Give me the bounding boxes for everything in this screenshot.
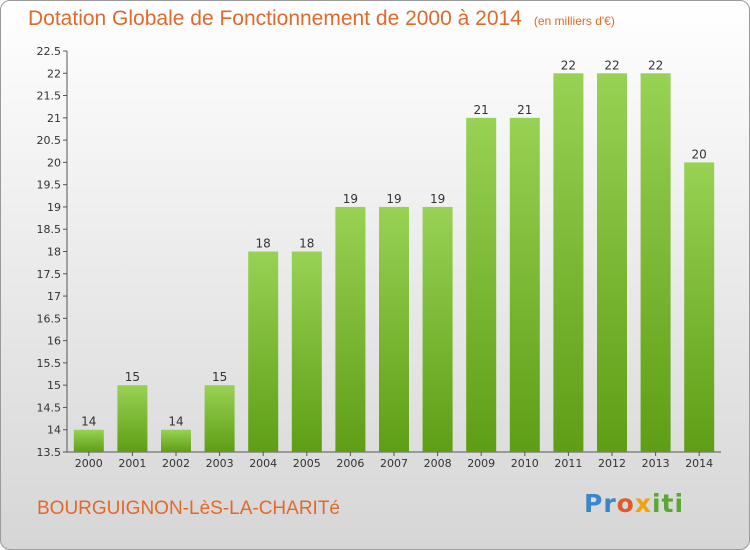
data-label: 21 xyxy=(474,103,489,117)
data-label: 20 xyxy=(692,147,707,161)
data-labels: 14 15 14 15 18 18 19 19 19 21 21 22 22 22 20 xyxy=(81,58,707,428)
x-tick-label: 2009 xyxy=(467,457,495,470)
x-tick-label: 2003 xyxy=(206,457,234,470)
y-axis: 13.5 14 14.5 15 15.5 16 16.5 17 17.5 18 18.5 19 19.5… xyxy=(37,45,68,459)
y-tick-label: 15 xyxy=(47,379,61,392)
data-label: 19 xyxy=(343,192,358,206)
y-tick-label: 22 xyxy=(47,67,61,80)
bar-2001 xyxy=(117,385,148,452)
x-tick-label: 2005 xyxy=(293,457,321,470)
data-label: 19 xyxy=(386,192,401,206)
y-tick-label: 21 xyxy=(47,112,61,125)
bar-2014 xyxy=(684,162,715,452)
bars xyxy=(73,73,715,453)
x-tick-label: 2004 xyxy=(249,457,277,470)
logo-part-1: Pr xyxy=(584,489,617,518)
y-tick-label: 18 xyxy=(47,246,61,259)
y-tick-label: 17.5 xyxy=(37,268,62,281)
bar-2000 xyxy=(73,429,104,452)
y-tick-label: 14.5 xyxy=(37,401,62,414)
data-label: 22 xyxy=(648,58,663,72)
x-tick-label: 2013 xyxy=(642,457,670,470)
y-tick-label: 18.5 xyxy=(37,223,62,236)
x-tick-label: 2002 xyxy=(162,457,190,470)
x-tick-label: 2007 xyxy=(380,457,408,470)
x-tick-label: 2006 xyxy=(336,457,364,470)
y-tick-label: 15.5 xyxy=(37,357,62,370)
data-label: 15 xyxy=(125,370,140,384)
data-label: 14 xyxy=(168,415,183,429)
logo-part-4: iti xyxy=(651,489,685,518)
bar-2004 xyxy=(248,251,279,452)
unit-note: (en milliers d'€) xyxy=(533,14,615,28)
x-tick-label: 2001 xyxy=(118,457,146,470)
y-tick-label: 20 xyxy=(47,156,61,169)
x-tick-label: 2014 xyxy=(685,457,713,470)
chart-title-text: Dotation Globale de Fonctionnement de 20… xyxy=(28,7,522,30)
data-label: 22 xyxy=(604,58,619,72)
data-label: 19 xyxy=(430,192,445,206)
bar-2008 xyxy=(422,206,453,452)
y-tick-label: 14 xyxy=(47,424,61,437)
bar-2003 xyxy=(204,385,235,452)
y-tick-label: 13.5 xyxy=(37,446,62,459)
x-tick-label: 2011 xyxy=(554,457,582,470)
proxiti-logo: Proxiti xyxy=(584,489,684,518)
x-tick-label: 2010 xyxy=(511,457,539,470)
data-label: 22 xyxy=(561,58,576,72)
y-tick-label: 20.5 xyxy=(37,134,62,147)
data-label: 14 xyxy=(81,415,96,429)
bar-2007 xyxy=(379,206,409,452)
data-label: 15 xyxy=(212,370,227,384)
bar-2006 xyxy=(335,206,366,452)
y-tick-label: 21.5 xyxy=(37,90,62,103)
bar-2011 xyxy=(553,73,584,453)
bar-2010 xyxy=(509,117,540,452)
y-tick-label: 16 xyxy=(47,335,61,348)
x-tick-label: 2012 xyxy=(598,457,626,470)
y-tick-label: 16.5 xyxy=(37,312,62,325)
commune-name: BOURGUIGNON-LèS-LA-CHARITé xyxy=(37,498,340,519)
y-tick-label: 19.5 xyxy=(37,179,62,192)
logo-part-3: x xyxy=(634,489,652,518)
logo-part-2: o xyxy=(616,489,635,518)
data-label: 18 xyxy=(299,237,314,251)
bar-2002 xyxy=(161,429,191,452)
x-tick-label: 2008 xyxy=(424,457,452,470)
data-label: 21 xyxy=(517,103,532,117)
bar-2013 xyxy=(640,73,671,453)
y-tick-label: 19 xyxy=(47,201,61,214)
y-tick-label: 17 xyxy=(47,290,61,303)
data-label: 18 xyxy=(256,237,271,251)
chart-title: Dotation Globale de Fonctionnement de 20… xyxy=(28,7,615,31)
bar-2009 xyxy=(466,117,497,452)
y-tick-label: 22.5 xyxy=(37,45,62,58)
bar-2005 xyxy=(291,251,322,452)
x-axis: 2000 2001 2002 2003 2004 2005 2006 2007 2008 2009… xyxy=(67,451,721,470)
bar-2012 xyxy=(597,73,627,453)
x-tick-label: 2000 xyxy=(75,457,103,470)
